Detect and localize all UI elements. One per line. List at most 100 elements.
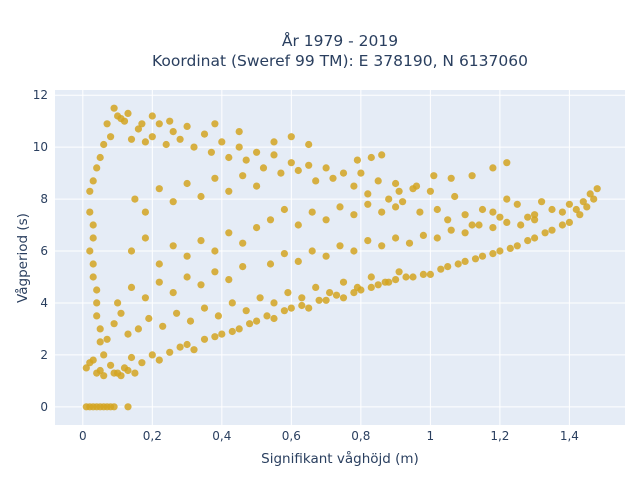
data-point — [364, 200, 372, 208]
data-point — [593, 185, 601, 193]
data-point — [166, 348, 174, 356]
data-point — [117, 115, 125, 123]
data-point — [259, 164, 268, 172]
data-point — [287, 304, 295, 312]
axis-ticks: 0 0,2 0,4 0,6 0,8 1 1,2 1,4 0 2 4 6 8 10 12 — [33, 88, 579, 443]
data-point — [89, 177, 97, 185]
data-point — [312, 283, 320, 291]
x-tick-label: 0,2 — [143, 429, 162, 443]
data-point — [190, 143, 198, 151]
data-point — [395, 187, 403, 195]
data-point — [392, 276, 400, 284]
data-point — [190, 346, 198, 354]
chart-title-line-1: År 1979 - 2019 — [282, 31, 398, 50]
data-point — [517, 221, 525, 229]
data-point — [329, 174, 337, 182]
data-point — [461, 229, 469, 237]
data-point — [117, 309, 125, 317]
data-point — [141, 234, 149, 242]
y-tick-label: 12 — [33, 88, 48, 102]
data-point — [256, 294, 264, 302]
data-point — [110, 320, 118, 328]
data-point — [468, 221, 476, 229]
data-point — [392, 234, 400, 242]
data-point — [225, 153, 233, 162]
data-point — [239, 263, 247, 271]
data-point — [266, 216, 275, 224]
data-point — [242, 307, 250, 315]
data-point — [141, 208, 149, 216]
data-point — [89, 273, 97, 281]
data-point — [183, 252, 191, 260]
data-point — [374, 281, 382, 289]
data-point — [451, 192, 459, 201]
data-point — [419, 270, 427, 278]
data-point — [148, 351, 156, 359]
data-point — [183, 340, 191, 349]
data-point — [461, 211, 469, 219]
data-point — [531, 234, 539, 242]
data-point — [270, 314, 278, 323]
data-point — [186, 317, 195, 325]
data-point — [246, 320, 254, 328]
x-tick-label: 1 — [427, 429, 435, 443]
data-point — [211, 268, 219, 276]
data-point — [287, 133, 295, 141]
data-point — [437, 265, 445, 273]
data-point — [235, 325, 243, 333]
data-point — [93, 299, 101, 307]
x-tick-label: 0,4 — [212, 429, 231, 443]
data-point — [253, 182, 261, 190]
data-point — [478, 252, 487, 260]
data-point — [148, 133, 156, 141]
data-point — [277, 169, 285, 177]
data-point — [294, 257, 302, 265]
y-tick-label: 10 — [33, 140, 48, 154]
data-point — [169, 198, 177, 206]
data-point — [124, 330, 132, 338]
data-point — [339, 278, 348, 286]
data-point — [524, 213, 532, 221]
data-point — [82, 364, 90, 372]
data-point — [548, 205, 556, 214]
y-tick-label: 6 — [40, 244, 48, 258]
y-tick-label: 4 — [40, 296, 48, 310]
data-point — [503, 195, 511, 203]
data-point — [475, 221, 483, 229]
data-point — [183, 179, 191, 188]
grid-lines — [55, 90, 625, 425]
data-point — [93, 286, 101, 294]
data-point — [392, 203, 400, 211]
data-point — [176, 135, 184, 143]
data-point — [426, 270, 434, 278]
data-point — [558, 208, 567, 216]
data-point — [96, 153, 104, 162]
data-point — [197, 281, 205, 289]
data-point — [155, 278, 163, 286]
data-point — [572, 205, 580, 214]
data-point — [405, 239, 414, 247]
data-point — [294, 221, 302, 229]
data-point — [350, 211, 358, 219]
data-point — [294, 166, 302, 175]
data-point — [454, 260, 462, 268]
data-point — [197, 237, 205, 245]
data-point — [218, 330, 226, 338]
data-point — [228, 299, 236, 307]
data-point — [173, 309, 181, 317]
data-point — [235, 143, 243, 151]
data-point — [322, 216, 330, 224]
data-point — [96, 325, 104, 333]
data-point — [169, 242, 177, 250]
data-point — [183, 273, 191, 281]
data-point — [162, 140, 170, 149]
data-point — [280, 307, 288, 315]
data-point — [412, 182, 421, 190]
data-point — [531, 211, 539, 219]
data-point — [503, 159, 511, 167]
data-point — [339, 169, 348, 177]
data-point — [107, 133, 115, 141]
data-point — [127, 283, 136, 291]
data-point — [225, 276, 233, 284]
data-point — [100, 351, 108, 359]
